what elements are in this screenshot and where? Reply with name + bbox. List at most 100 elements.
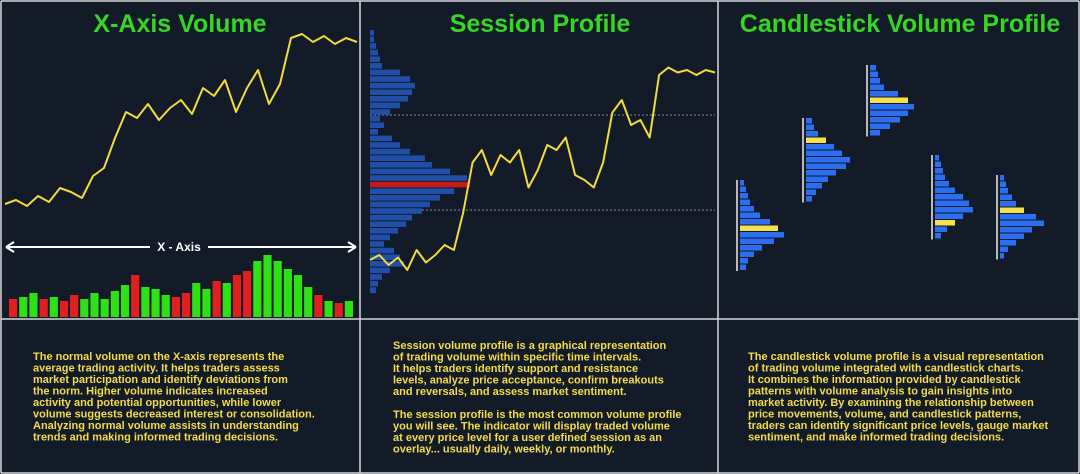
volume-bar <box>70 295 79 317</box>
volume-bar <box>202 289 211 317</box>
cluster-bar <box>1000 175 1004 181</box>
description-line: Session volume profile is a graphical re… <box>393 340 667 352</box>
volume-bar <box>273 261 282 317</box>
profile-bar <box>370 247 394 254</box>
description-line: levels, analyze price acceptance, confir… <box>393 375 664 387</box>
cluster-bar <box>740 193 748 199</box>
description-line: average trading activity. It helps trade… <box>33 363 280 375</box>
description-line: Analyzing normal volume assists in under… <box>33 420 299 432</box>
cluster-bar <box>870 123 890 129</box>
profile-bar <box>370 63 382 69</box>
cluster-bar <box>806 196 812 202</box>
cluster-bar <box>1000 253 1004 259</box>
cluster-bar <box>740 232 784 238</box>
volume-bar <box>334 303 343 317</box>
axis-label-bg <box>150 240 208 254</box>
volume-bar <box>151 289 160 317</box>
volume-bar <box>161 295 170 317</box>
volume-bar <box>222 283 231 317</box>
profile-bar <box>370 82 415 89</box>
cluster-bar <box>806 189 816 195</box>
profile-bar <box>370 234 390 241</box>
volume-bar <box>293 275 303 317</box>
volume-bar <box>253 261 262 317</box>
description-line: of trading volume integrated with candle… <box>748 363 1024 375</box>
cluster-bar <box>740 251 754 257</box>
volume-bar <box>80 299 89 317</box>
volume-bar <box>243 271 252 317</box>
cluster-bar <box>806 170 836 176</box>
description-line: volume suggests decreased interest or co… <box>33 409 315 421</box>
volume-bar <box>182 293 191 317</box>
description-line: market activity. By examining the relati… <box>748 397 1034 409</box>
profile-bar <box>370 89 412 95</box>
cluster-bar <box>870 117 900 123</box>
cluster-bar <box>870 97 908 103</box>
cluster-bar <box>806 137 826 143</box>
description-line: and reversals, and assess market sentime… <box>393 386 627 398</box>
panel-title: Candlestick Volume Profile <box>740 10 1061 38</box>
description-line: It helps traders identify support and re… <box>393 363 638 375</box>
profile-bar <box>370 228 398 234</box>
volume-bar <box>141 287 150 317</box>
cluster-bar <box>935 233 941 239</box>
cluster-bar <box>870 110 908 116</box>
volume-bar <box>59 301 69 317</box>
volume-bar <box>90 293 99 317</box>
cluster-bar <box>1000 188 1008 194</box>
cluster-bar <box>935 220 955 226</box>
profile-bar <box>370 135 392 142</box>
description-line: traders can identify significant price l… <box>748 420 1049 432</box>
profile-bar <box>370 162 432 168</box>
cluster-bar <box>740 258 748 264</box>
profile-bar <box>370 195 440 201</box>
cluster-bar <box>935 194 963 200</box>
cluster-bar <box>740 212 760 218</box>
price-line <box>369 66 716 271</box>
cluster-bar <box>806 144 834 150</box>
cluster-bar <box>1000 201 1016 207</box>
cluster-bar <box>870 71 878 77</box>
cluster-bar <box>935 168 943 174</box>
cluster-bar <box>740 219 770 225</box>
description-line: The candlestick volume profile is a visu… <box>748 351 1044 363</box>
profile-bar <box>370 122 384 128</box>
profile-bar <box>370 30 374 36</box>
profile-bar <box>370 254 400 260</box>
description-line: the norm. Higher volume indicates increa… <box>33 386 268 398</box>
volume-bar <box>39 299 48 317</box>
cluster-bar <box>1000 246 1008 252</box>
volume-bar <box>49 297 58 317</box>
description-line: you will see. The indicator will display… <box>393 421 670 433</box>
profile-bar <box>370 241 384 247</box>
cluster-bar <box>870 91 898 97</box>
cluster-bar <box>740 199 750 205</box>
cluster-bar <box>870 130 880 136</box>
cluster-bar <box>935 155 939 161</box>
volume-bar <box>212 281 221 317</box>
profile-bar <box>370 109 390 115</box>
profile-bar <box>370 168 450 175</box>
cluster-bar <box>1000 207 1024 213</box>
profile-bar <box>370 142 400 148</box>
cluster-bar <box>1000 233 1024 239</box>
description-line: overlay... usually daily, weekly, or mon… <box>393 444 615 456</box>
cluster-bar <box>806 157 850 163</box>
profile-bar <box>370 36 374 43</box>
cluster-bar <box>806 124 814 130</box>
profile-bar <box>370 49 378 56</box>
profile-bar <box>370 56 380 62</box>
cluster-bar <box>1000 194 1012 200</box>
profile-bar <box>370 181 470 188</box>
volume-bar <box>314 295 323 317</box>
cluster-bar <box>1000 181 1006 187</box>
volume-bar <box>304 287 313 317</box>
cluster-bar <box>935 187 955 193</box>
cluster-bar <box>935 174 945 180</box>
panel-title: Session Profile <box>450 10 631 38</box>
profile-bar <box>370 155 425 161</box>
cluster-bar <box>806 163 846 169</box>
profile-bar <box>370 129 378 135</box>
cluster-bar <box>740 245 762 251</box>
